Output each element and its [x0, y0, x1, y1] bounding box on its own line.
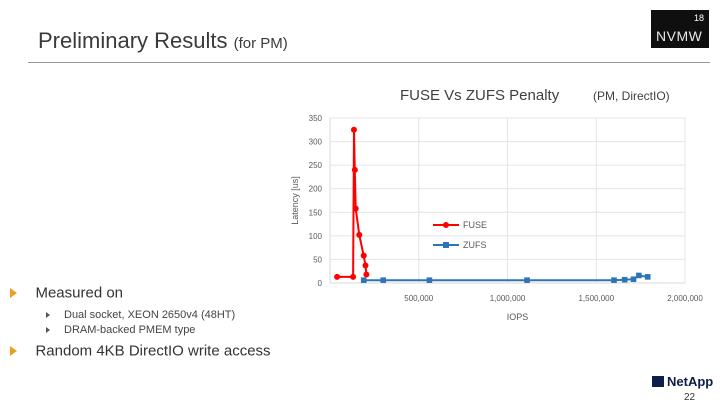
logo-text: NVMW: [656, 28, 703, 44]
y-tick-label: 150: [309, 208, 323, 217]
bullet-item: Random 4KB DirectIO write access: [10, 342, 271, 360]
y-tick-label: 300: [309, 138, 323, 147]
netapp-logo: NetApp: [652, 374, 713, 389]
data-point-zufs: [426, 277, 433, 283]
data-point-fuse: [356, 231, 363, 238]
data-point-fuse: [360, 252, 367, 259]
chart-title: FUSE Vs ZUFS Penalty: [400, 87, 560, 104]
bullet-text: Random 4KB DirectIO write access: [35, 342, 271, 360]
data-point-zufs: [380, 277, 387, 283]
data-point-zufs: [360, 277, 367, 283]
chart-subtitle: (PM, DirectIO): [593, 89, 670, 103]
sub-bullet-text: DRAM-backed PMEM type: [64, 324, 196, 336]
data-point-zufs: [621, 276, 628, 283]
x-tick-label: 1,000,000: [490, 294, 526, 303]
y-tick-label: 200: [309, 185, 323, 194]
bullet-text: Measured on: [35, 284, 124, 302]
y-tick-label: 0: [318, 279, 323, 288]
y-tick-label: 250: [309, 161, 323, 170]
data-point-zufs: [524, 277, 530, 283]
data-point-zufs: [636, 272, 642, 279]
slide-title-suffix: (for PM): [233, 35, 288, 52]
data-point-zufs: [611, 277, 617, 283]
data-point-fuse: [350, 273, 357, 280]
data-point-zufs: [644, 274, 651, 280]
data-point-fuse: [334, 273, 341, 280]
legend-marker-zufs: [443, 242, 449, 248]
data-point-fuse: [352, 205, 359, 212]
x-tick-label: 500,000: [404, 294, 433, 303]
nvmw-logo: 18 NVMW: [651, 10, 709, 48]
sub-bullet-list: Dual socket, XEON 2650v4 (48HT) DRAM-bac…: [46, 309, 235, 339]
slide-title: Preliminary Results (for PM): [38, 28, 288, 54]
page-number: 22: [684, 392, 696, 403]
y-tick-label: 350: [309, 114, 323, 123]
data-point-fuse: [351, 166, 358, 173]
sub-bullet-arrow-icon: [46, 312, 50, 319]
data-point-fuse: [363, 271, 370, 278]
sub-bullet-item: Dual socket, XEON 2650v4 (48HT): [46, 309, 235, 324]
y-tick-label: 50: [313, 255, 322, 264]
bullet-arrow-icon: [10, 345, 17, 356]
netapp-text: NetApp: [667, 374, 714, 389]
logo-number: 18: [693, 13, 704, 23]
bullet-item: Measured on Dual socket, XEON 2650v4 (48…: [10, 284, 235, 336]
data-point-zufs: [630, 276, 637, 283]
title-divider: [28, 62, 710, 63]
legend-label-zufs: ZUFS: [463, 240, 487, 250]
data-point-fuse: [350, 126, 357, 133]
sub-bullet-item: DRAM-backed PMEM type: [46, 324, 235, 339]
legend-marker-fuse: [443, 222, 449, 228]
x-tick-label: 1,500,000: [578, 294, 614, 303]
series-line-zufs: [363, 274, 648, 282]
data-point-fuse: [362, 262, 369, 269]
y-axis-label: Latency [us]: [290, 176, 300, 225]
y-tick-label: 100: [309, 232, 323, 241]
bullet-arrow-icon: [10, 287, 17, 298]
sub-bullet-arrow-icon: [46, 327, 50, 334]
sub-bullet-text: Dual socket, XEON 2650v4 (48HT): [64, 309, 236, 321]
netapp-mark-icon: [652, 376, 664, 387]
x-axis-label: IOPS: [507, 312, 529, 322]
x-tick-label: 2,000,000: [667, 294, 703, 303]
legend-label-fuse: FUSE: [463, 220, 487, 230]
slide-title-main: Preliminary Results: [38, 28, 228, 53]
latency-chart: FUSE Vs ZUFS Penalty (PM, DirectIO) 0 50 100…: [290, 87, 703, 322]
